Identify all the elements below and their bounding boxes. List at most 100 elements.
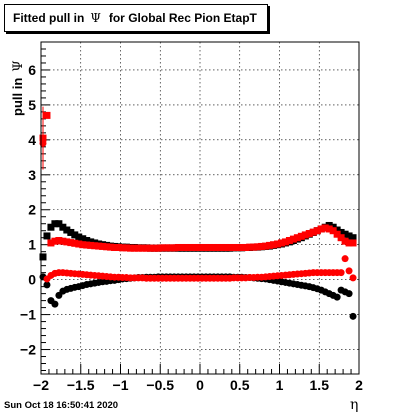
data-point (309, 228, 317, 236)
data-point (47, 223, 55, 231)
data-point (285, 237, 293, 245)
data-point (174, 243, 182, 251)
data-point (270, 241, 278, 249)
y-tick-label: 5 (28, 97, 36, 113)
x-tick-label: −1.5 (67, 377, 95, 393)
data-point (321, 224, 329, 232)
data-point (71, 239, 79, 247)
data-point (274, 240, 282, 248)
data-point (59, 223, 67, 231)
data-point (146, 244, 154, 252)
data-point (134, 244, 142, 252)
data-point (39, 253, 47, 261)
data-point (333, 293, 341, 301)
series-0 (39, 220, 357, 261)
data-point (262, 242, 270, 250)
data-point (95, 242, 103, 250)
data-point (242, 243, 250, 251)
data-point (250, 243, 258, 251)
data-point (349, 239, 357, 247)
data-point (337, 228, 345, 236)
x-tick-label: −0.5 (146, 377, 174, 393)
data-point (126, 244, 134, 252)
data-point (222, 243, 230, 251)
x-tick-label: 1.5 (310, 377, 330, 393)
data-point (170, 244, 178, 252)
y-axis-label-text: pull in (10, 77, 25, 116)
data-point (186, 243, 194, 251)
data-point (329, 227, 337, 235)
data-point (55, 220, 63, 228)
data-point (182, 243, 190, 251)
title-prefix: Fitted pull in (13, 11, 85, 25)
data-point (234, 243, 242, 251)
data-point (67, 228, 75, 236)
data-point (115, 243, 123, 251)
data-point (325, 225, 333, 233)
data-point (55, 237, 63, 245)
x-tick-label: 2 (355, 377, 363, 393)
data-point (301, 231, 309, 239)
data-point (51, 220, 59, 228)
data-point (345, 290, 353, 298)
x-tick-label: −2 (33, 377, 49, 393)
data-point (277, 239, 285, 247)
data-point (43, 111, 51, 119)
data-point (79, 235, 87, 243)
grid-lines (40, 42, 360, 374)
data-point (138, 244, 146, 252)
data-point (297, 232, 305, 240)
data-point (178, 243, 186, 251)
timestamp: Sun Oct 18 16:50:41 2020 (4, 400, 119, 411)
data-markers (39, 106, 357, 320)
data-point (43, 232, 51, 240)
data-point (349, 274, 357, 282)
data-point (226, 243, 234, 251)
data-point (313, 227, 321, 235)
data-point (51, 300, 59, 308)
data-point (130, 244, 138, 252)
data-point (99, 242, 107, 250)
data-point (198, 243, 206, 251)
data-point (238, 243, 246, 251)
x-tick-label: 1 (276, 377, 284, 393)
data-point (206, 243, 214, 251)
data-point (63, 238, 71, 246)
data-point (333, 226, 341, 234)
data-point (91, 242, 99, 250)
series-3 (39, 139, 357, 283)
data-point (154, 244, 162, 252)
data-point (345, 239, 353, 247)
data-point (122, 244, 130, 252)
data-point (194, 243, 202, 251)
data-point (158, 244, 166, 252)
data-point (43, 281, 51, 289)
data-point (214, 243, 222, 251)
data-point (166, 244, 174, 252)
x-tick-label: −1 (113, 377, 129, 393)
data-point (246, 243, 254, 251)
data-point (83, 241, 91, 249)
y-tick-label: −2 (20, 342, 36, 358)
data-point (349, 312, 357, 320)
y-tick-label: −1 (20, 307, 36, 323)
chart-title: Fitted pull in Ψ for Global Rec Pion Eta… (4, 4, 268, 32)
data-point (107, 243, 115, 251)
data-point (281, 238, 289, 246)
data-point (333, 230, 341, 238)
data-point (349, 234, 357, 242)
axis-ticks (40, 41, 360, 374)
data-point (39, 134, 47, 142)
data-point (47, 239, 55, 247)
data-point (75, 233, 83, 241)
title-suffix: for Global Rec Pion EtapT (108, 11, 257, 25)
y-tick-label: 2 (28, 202, 36, 218)
x-tick-label: 0.5 (230, 377, 250, 393)
data-point (230, 243, 238, 251)
data-point (210, 243, 218, 251)
x-axis-label: η (350, 397, 359, 413)
data-point (63, 226, 71, 234)
data-point (218, 243, 226, 251)
data-point (341, 237, 349, 245)
